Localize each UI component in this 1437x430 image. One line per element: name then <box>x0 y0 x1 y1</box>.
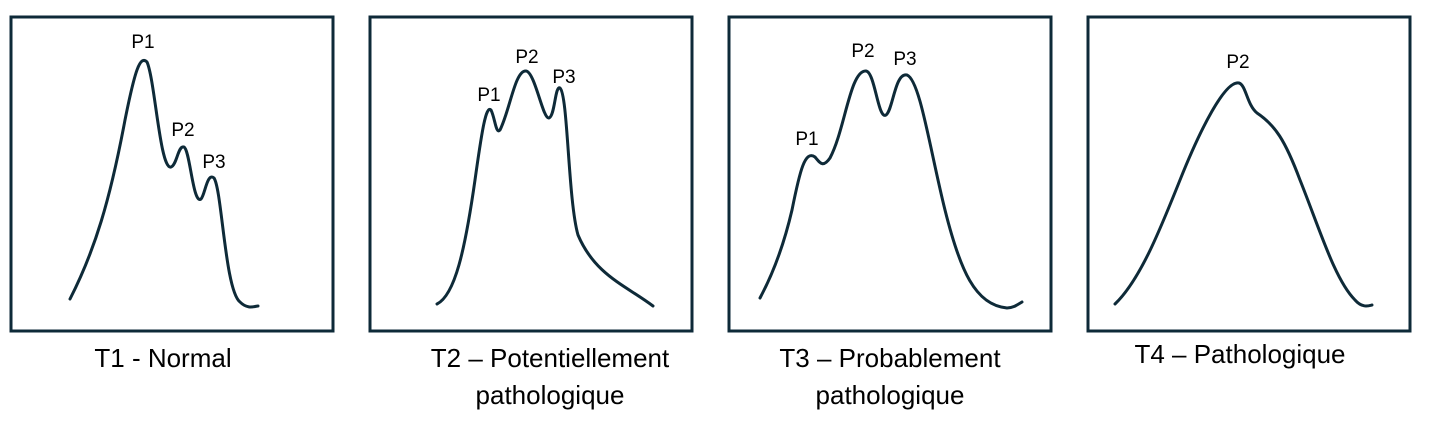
waveform-curve <box>435 69 655 308</box>
peak-label-p1: P1 <box>477 85 500 106</box>
panel-caption-line-1: T2 – Potentiellement <box>431 343 670 373</box>
panel-t2: P1 P2 P3 T2 – Potentiellement pathologiq… <box>368 15 694 410</box>
peak-label-p3: P3 <box>893 49 916 70</box>
panel-frame <box>9 15 335 333</box>
panel-t4: P2 T4 – Pathologique <box>1086 15 1412 369</box>
peak-label-p2: P2 <box>851 41 874 62</box>
peak-label-p1: P1 <box>131 32 154 53</box>
panel-t1: P1 P2 P3 T1 - Normal <box>9 15 335 373</box>
peak-label-p2: P2 <box>171 120 194 141</box>
waveform-curve <box>68 58 260 309</box>
panel-caption-line-2: pathologique <box>476 380 625 410</box>
peak-label-p3: P3 <box>202 152 225 173</box>
panel-caption-line-1: T3 – Probablement <box>779 343 1001 373</box>
panel-frame <box>368 15 694 333</box>
waveform-curve <box>758 69 1024 310</box>
panel-caption: T1 - Normal <box>94 343 231 373</box>
peak-label-p2: P2 <box>1226 52 1249 73</box>
panel-caption-line-2: pathologique <box>816 380 965 410</box>
peak-label-p3: P3 <box>552 67 575 88</box>
panel-frame <box>1086 15 1412 333</box>
panel-caption: T4 – Pathologique <box>1134 339 1345 369</box>
panel-t3: P1 P2 P3 T3 – Probablement pathologique <box>727 15 1053 410</box>
waveform-curve <box>1113 81 1374 308</box>
panel-frame <box>727 15 1053 333</box>
peak-label-p2: P2 <box>515 47 538 68</box>
peak-label-p1: P1 <box>795 129 818 150</box>
